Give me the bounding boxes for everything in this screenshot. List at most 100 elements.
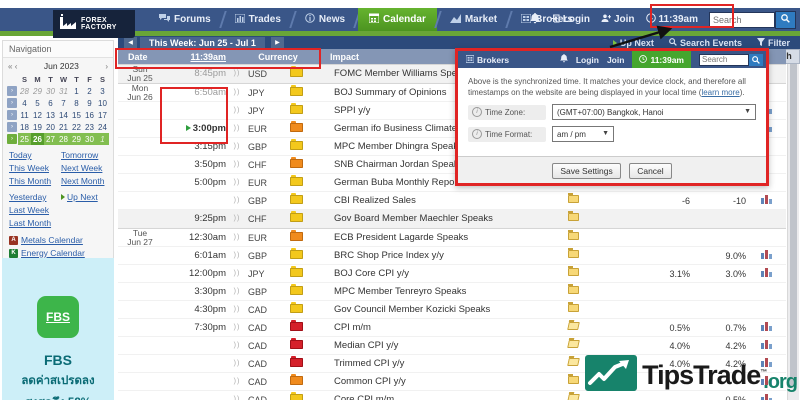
save-settings-button[interactable]: Save Settings: [552, 163, 621, 180]
impact-cell[interactable]: [290, 319, 328, 334]
sidebar-link-last-week[interactable]: Last Week: [9, 205, 50, 215]
sidebar-link-energy-calendar[interactable]: Energy Calendar: [21, 248, 85, 258]
impact-cell[interactable]: [290, 192, 328, 207]
calendar-day[interactable]: 18: [20, 122, 29, 132]
calendar-day[interactable]: 30: [46, 86, 55, 96]
header-time-link[interactable]: 11:39am: [190, 51, 226, 62]
impact-cell[interactable]: [290, 283, 328, 298]
detail-cell[interactable]: [568, 248, 594, 261]
calendar-day[interactable]: 28: [57, 133, 70, 145]
event-title[interactable]: BOJ Core CPI y/y: [334, 268, 409, 279]
week-select-arrow[interactable]: ›: [7, 134, 17, 144]
up-next-button[interactable]: Up Next: [612, 38, 654, 48]
event-title[interactable]: BOJ Summary of Opinions: [334, 87, 447, 98]
week-select-arrow[interactable]: ›: [7, 122, 17, 132]
calendar-day[interactable]: 27: [44, 133, 57, 145]
calendar-day[interactable]: 1: [74, 86, 79, 96]
impact-cell[interactable]: [290, 102, 328, 117]
calendar-event-row[interactable]: )) CAD Core CPI m/m 0.5%: [118, 391, 786, 400]
calendar-day[interactable]: 16: [85, 110, 94, 120]
search-events-button[interactable]: Search Events: [669, 38, 742, 48]
prev-year-icon[interactable]: «: [8, 61, 13, 71]
graph-cell[interactable]: [746, 249, 786, 262]
calendar-event-row[interactable]: 4:30pm)) CAD Gov Council Member Kozicki Sp…: [118, 301, 786, 319]
calendar-day[interactable]: 7: [61, 98, 66, 108]
event-title[interactable]: Common CPI y/y: [334, 376, 406, 387]
calendar-event-row[interactable]: 6:01am)) GBP BRC Shop Price Index y/y 9.0%: [118, 247, 786, 265]
calendar-day[interactable]: 9: [87, 98, 92, 108]
event-title[interactable]: Gov Council Member Kozicki Speaks: [334, 304, 491, 315]
event-title[interactable]: Median CPI y/y: [334, 340, 399, 351]
calendar-day[interactable]: 28: [20, 86, 29, 96]
impact-cell[interactable]: [290, 120, 328, 135]
impact-cell[interactable]: [290, 138, 328, 153]
popup-time-highlight[interactable]: 11:39am: [632, 51, 691, 68]
sidebar-link-today[interactable]: Today: [9, 150, 32, 160]
sidebar-link-last-month[interactable]: Last Month: [9, 218, 52, 228]
calendar-day[interactable]: 29: [70, 133, 83, 145]
timezone-select[interactable]: (GMT+07:00) Bangkok, Hanoi ▼: [552, 104, 756, 121]
calendar-day[interactable]: 24: [98, 122, 107, 132]
calendar-day[interactable]: 22: [72, 122, 81, 132]
calendar-day[interactable]: 25: [18, 133, 31, 145]
up-next-link-label[interactable]: Up Next: [67, 192, 98, 202]
sidebar-link-next-week[interactable]: Next Week: [61, 163, 103, 173]
impact-cell[interactable]: [290, 84, 328, 99]
calendar-day[interactable]: 15: [72, 110, 81, 120]
event-title[interactable]: FOMC Member Williams Speaks: [334, 68, 472, 79]
graph-cell[interactable]: [746, 267, 786, 280]
week-select-arrow[interactable]: ›: [7, 86, 17, 96]
calendar-day[interactable]: 21: [59, 122, 68, 132]
week-select-arrow[interactable]: ›: [7, 98, 17, 108]
impact-cell[interactable]: [290, 210, 328, 225]
search-input[interactable]: [709, 11, 775, 28]
graph-cell[interactable]: [746, 339, 786, 352]
menu-item-market[interactable]: Market: [439, 8, 508, 31]
impact-cell[interactable]: [290, 247, 328, 262]
graph-cell[interactable]: [746, 194, 786, 207]
detail-cell[interactable]: [568, 374, 594, 387]
calendar-day[interactable]: 17: [98, 110, 107, 120]
detail-cell[interactable]: [568, 284, 594, 297]
calendar-event-row[interactable]: 7:30pm)) CAD CPI m/m 0.5% 0.7%: [118, 319, 786, 337]
menu-item-calendar-active[interactable]: Calendar: [358, 8, 437, 31]
event-title[interactable]: MPC Member Dhingra Speaks: [334, 141, 463, 152]
event-title[interactable]: Trimmed CPI y/y: [334, 358, 405, 369]
calendar-day[interactable]: 19: [33, 122, 42, 132]
popup-search-button[interactable]: [749, 53, 763, 66]
impact-cell[interactable]: [290, 156, 328, 171]
calendar-event-row[interactable]: 3:30pm)) GBP MPC Member Tenreyro Speaks: [118, 283, 786, 301]
impact-cell[interactable]: [290, 301, 328, 316]
detail-cell[interactable]: [568, 302, 594, 315]
bell-icon[interactable]: [529, 12, 540, 27]
sidebar-link-up-next[interactable]: Up Next: [61, 192, 115, 202]
impact-cell[interactable]: [290, 229, 328, 244]
search-button[interactable]: [775, 10, 796, 29]
sidebar-link-metals-calendar[interactable]: Metals Calendar: [21, 235, 83, 245]
menu-item-forums[interactable]: Forums: [148, 8, 222, 31]
sidebar-link-yesterday[interactable]: Yesterday: [9, 192, 47, 202]
calendar-event-row[interactable]: 9:25pm)) CHF Gov Board Member Maechler Spe…: [118, 210, 786, 228]
popup-search-input[interactable]: [699, 53, 749, 66]
menu-item-trades[interactable]: Trades: [224, 8, 292, 31]
calendar-day[interactable]: 20: [46, 122, 55, 132]
login-button[interactable]: Login: [550, 14, 590, 26]
detail-cell[interactable]: [568, 266, 594, 279]
event-title[interactable]: MPC Member Tenreyro Speaks: [334, 286, 467, 297]
scrollbar-thumb[interactable]: [790, 57, 797, 387]
join-button[interactable]: Join: [601, 14, 635, 26]
event-title[interactable]: SNB Chairman Jordan Speaks: [334, 159, 464, 170]
fbs-ad[interactable]: FBS FBS ลดค่าสเปรดลง สูงสุดถึง 58%: [2, 258, 114, 400]
popup-login-button[interactable]: Login: [575, 54, 599, 65]
calendar-day[interactable]: 26: [31, 133, 44, 145]
graph-cell[interactable]: [746, 375, 786, 388]
calendar-event-row[interactable]: Tue Jun 27 12:30am)) EUR ECB President Lagar…: [118, 228, 786, 247]
detail-cell[interactable]: [568, 230, 594, 243]
event-title[interactable]: ECB President Lagarde Speaks: [334, 232, 469, 243]
impact-cell[interactable]: [290, 337, 328, 352]
detail-cell[interactable]: [567, 322, 594, 333]
next-week-button[interactable]: ▶: [270, 37, 284, 48]
impact-cell[interactable]: [290, 174, 328, 189]
calendar-day[interactable]: 11: [20, 110, 29, 120]
calendar-day[interactable]: 3: [100, 86, 105, 96]
